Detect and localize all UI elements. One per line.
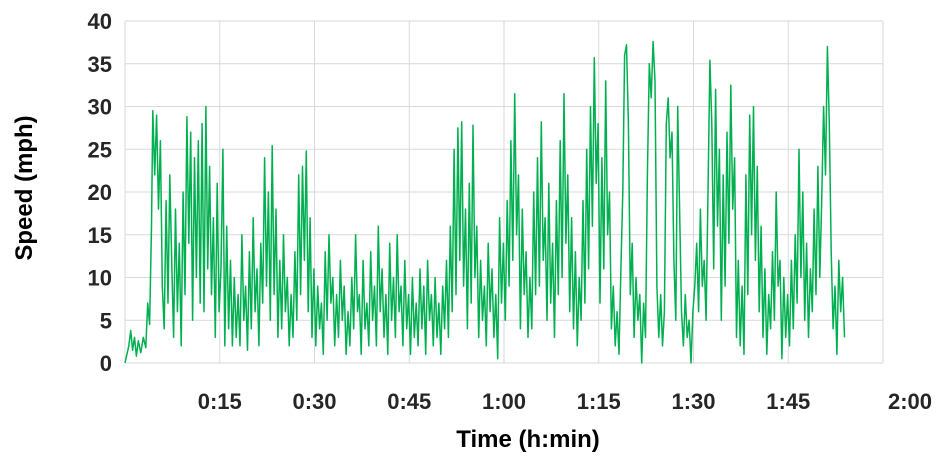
y-tick-label: 40 bbox=[88, 9, 112, 34]
gridlines bbox=[124, 20, 884, 364]
x-tick-label: 0:30 bbox=[292, 389, 336, 414]
y-tick-label: 0 bbox=[100, 351, 112, 376]
x-axis-title: Time (h:min) bbox=[456, 426, 600, 453]
x-tick-label: 1:15 bbox=[577, 389, 621, 414]
x-axis-ticks: 0:15 0:30 0:45 1:00 1:15 1:30 1:45 2:00 bbox=[198, 389, 932, 414]
y-axis-ticks: 0 5 10 15 20 25 30 35 40 bbox=[88, 9, 112, 376]
y-tick-label: 15 bbox=[88, 223, 112, 248]
y-tick-label: 5 bbox=[100, 308, 112, 333]
x-tick-label: 0:45 bbox=[387, 389, 431, 414]
y-axis-title: Speed (mph) bbox=[11, 115, 38, 260]
speed-series-line bbox=[124, 40, 846, 364]
x-tick-label: 1:45 bbox=[766, 389, 810, 414]
y-tick-label: 25 bbox=[88, 137, 112, 162]
x-tick-label: 1:30 bbox=[671, 389, 715, 414]
y-tick-label: 30 bbox=[88, 95, 112, 120]
y-tick-label: 10 bbox=[88, 266, 112, 291]
y-tick-label: 20 bbox=[88, 180, 112, 205]
y-tick-label: 35 bbox=[88, 52, 112, 77]
x-tick-label: 2:00 bbox=[888, 389, 932, 414]
x-tick-label: 1:00 bbox=[482, 389, 526, 414]
x-tick-label: 0:15 bbox=[198, 389, 242, 414]
